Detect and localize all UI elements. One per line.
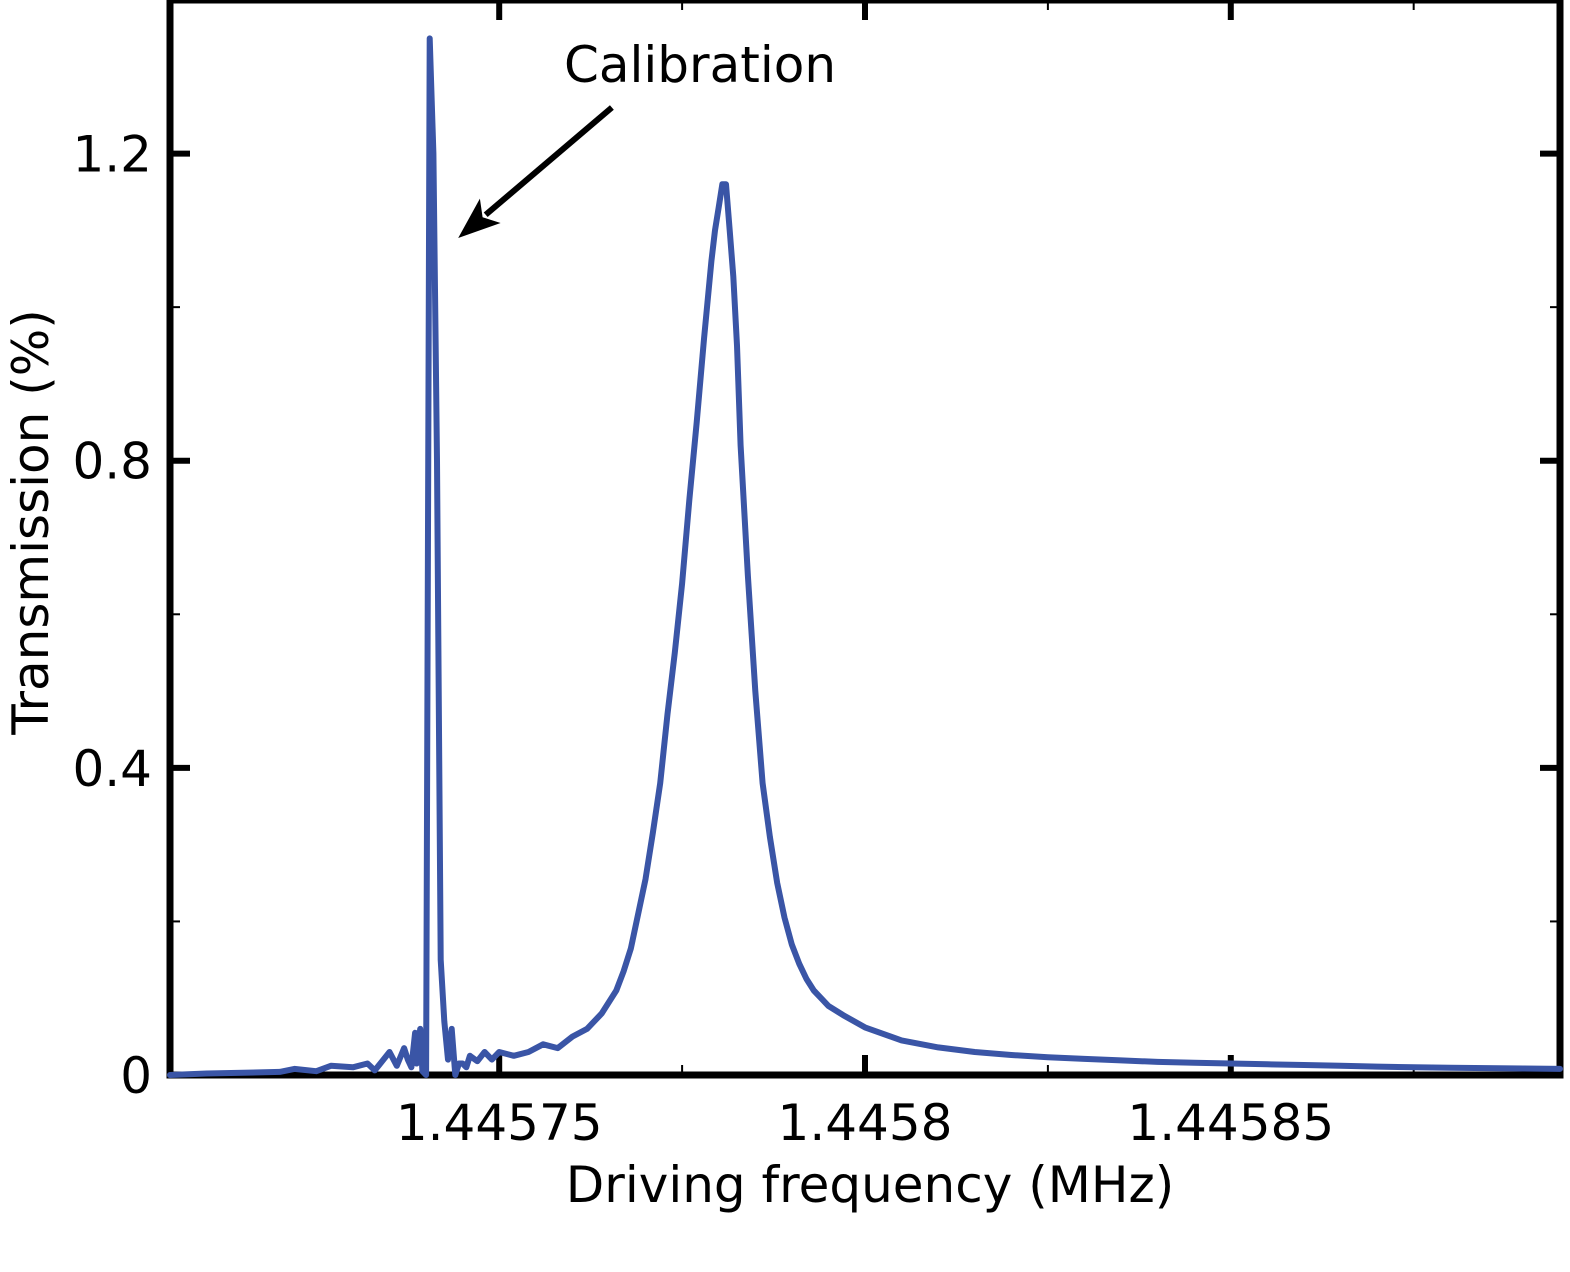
x-tick-label: 1.4458 (778, 1094, 953, 1152)
calibration-arrowhead (458, 198, 501, 238)
series-line-transmission (167, 35, 1563, 1078)
x-axis-label: Driving frequency (MHz) (566, 1156, 1174, 1214)
x-tick-label: 1.44585 (1127, 1094, 1334, 1152)
y-axis-label: Transmission (%) (2, 309, 60, 735)
calibration-annotation: Calibration (458, 36, 836, 238)
x-tick-label: 1.44575 (396, 1094, 603, 1152)
axis-ticks (170, 0, 1560, 1075)
plot-frame (166, 0, 1564, 1079)
axis-tick-labels: 1.44575 1.4458 1.44585 0 0.4 0.8 1.2 (72, 126, 1334, 1152)
y-tick-label: 0 (120, 1047, 152, 1105)
y-tick-label: 1.2 (72, 126, 152, 184)
y-tick-label: 0.4 (72, 740, 152, 798)
calibration-label: Calibration (564, 36, 836, 94)
calibration-arrow (483, 105, 614, 218)
y-tick-label: 0.8 (72, 433, 152, 491)
